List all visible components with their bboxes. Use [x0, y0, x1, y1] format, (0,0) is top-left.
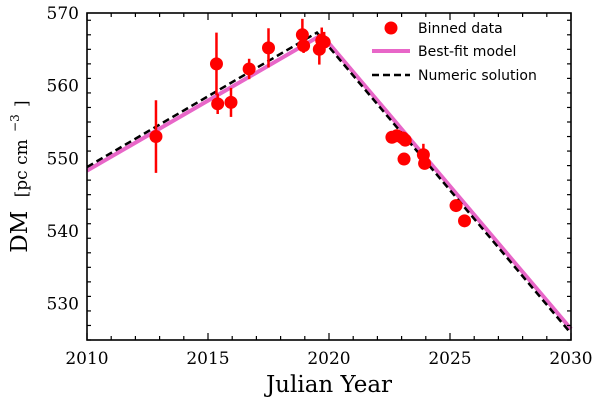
binned-point-19	[458, 214, 472, 228]
x-tick-label-3: 2025	[428, 349, 471, 369]
axis-ticks	[86, 13, 572, 341]
x-tick-label-4: 2030	[549, 349, 592, 369]
legend-binned-marker	[384, 21, 398, 35]
binned-point-15	[397, 152, 411, 166]
legend-model-label: Best-fit model	[418, 44, 516, 60]
axis-tick-labels: 2010 2015 2020 2025 2030 530 540 550 560 570	[47, 4, 593, 369]
plot-points	[149, 18, 472, 228]
plot-frame	[86, 12, 572, 341]
y-tick-label-1: 540	[47, 222, 79, 242]
binned-point-18	[449, 199, 463, 213]
y-axis-label-unit-exponent: −3	[8, 114, 22, 132]
binned-point-1	[209, 57, 223, 71]
binned-point-4	[242, 62, 256, 76]
y-tick-label-2: 550	[47, 149, 79, 169]
numeric-solution-line	[86, 31, 572, 335]
x-tick-label-0: 2010	[65, 349, 108, 369]
binned-point-0	[149, 130, 163, 144]
binned-point-2	[211, 97, 225, 111]
y-tick-label-0: 530	[47, 295, 79, 315]
binned-point-3	[224, 95, 238, 109]
legend-numeric-label: Numeric solution	[418, 68, 537, 84]
x-tick-label-1: 2015	[186, 349, 229, 369]
y-axis-label-quantity: DM	[7, 211, 33, 253]
x-axis-label: Julian Year	[264, 372, 392, 398]
binned-point-6	[295, 28, 309, 42]
binned-point-7	[297, 39, 311, 53]
binned-point-5	[262, 41, 275, 55]
y-tick-label-4: 570	[47, 4, 79, 24]
y-axis-label: DM [pc cm −3 ]	[0, 100, 33, 252]
y-axis-label-unit-close: ]	[12, 100, 32, 107]
binned-point-10	[317, 35, 331, 49]
y-tick-label-3: 560	[47, 77, 79, 97]
binned-point-14	[398, 133, 412, 147]
binned-point-17	[418, 156, 432, 170]
legend-binned-label: Binned data	[418, 21, 503, 37]
legend: Binned data Best-fit model Numeric solut…	[372, 21, 537, 84]
x-tick-label-2: 2020	[307, 349, 350, 369]
y-axis-label-unit: [pc cm	[12, 139, 32, 197]
